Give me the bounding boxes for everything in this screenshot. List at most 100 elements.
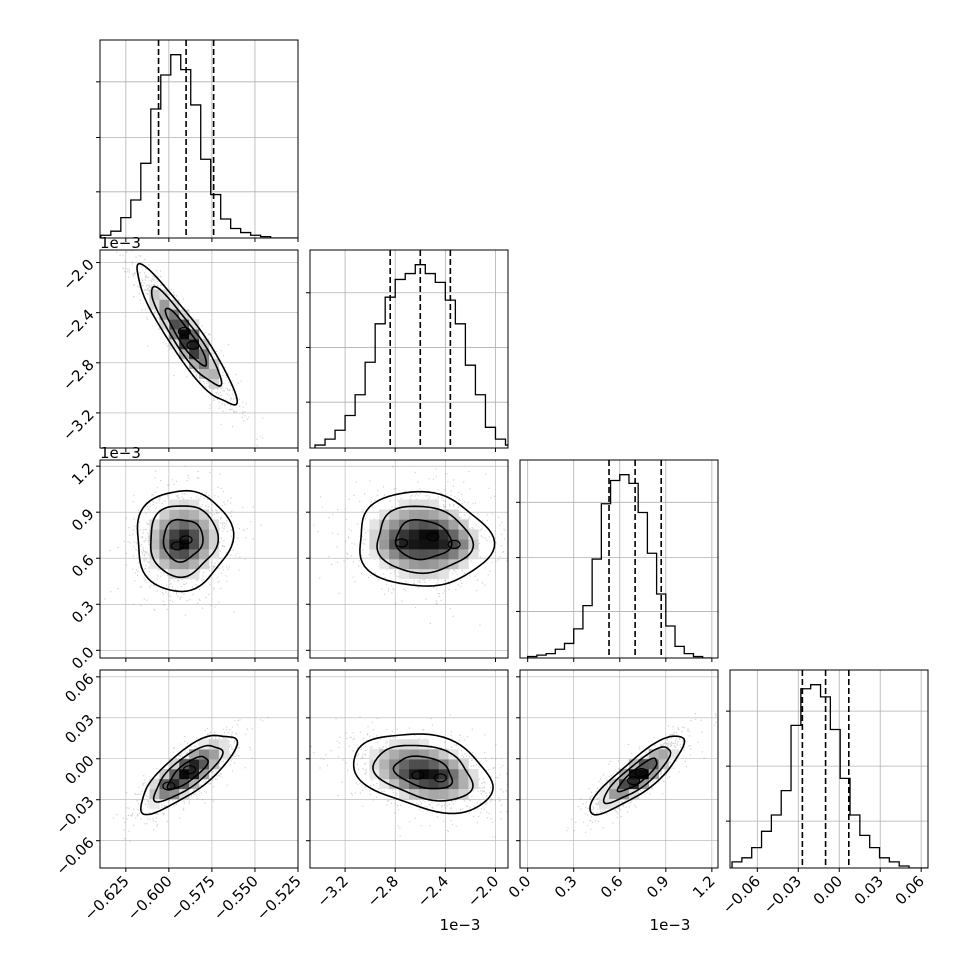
pair-1-3-density-cell [418,778,430,790]
pair-0-2-density-cell [159,559,170,570]
pair-1-2-density-cell [399,509,410,520]
ytick-label-2-1: 0.3 [68,597,98,627]
pair-0-2-density-cell [179,509,190,520]
pair-1-3-density-cell [458,759,469,770]
pair-0-2-density-cell [149,519,160,530]
pair-2-3-density-cell [668,749,679,760]
pair-0-3-density-cell [189,778,200,790]
pair-1-3-contour-2 [392,755,454,790]
pair-1-3-density-cell [399,788,410,799]
xtick-label-1-2: −2.4 [414,872,452,910]
pair-0-1-peak-contour-0 [177,326,191,337]
pair-1-2-density-cell [448,509,459,520]
pair-0-3-clip-group [100,670,298,868]
pair-0-2-density-cell [189,499,200,510]
hist-1-steps [314,264,508,448]
pair-1-3-contour-1 [372,744,474,802]
pair-0-2-clip-group [100,460,298,658]
pair-0-3-peak-contour-1 [182,765,197,775]
pair-1-2-density-cell [428,499,439,510]
pair-panel-1-3 [306,669,509,872]
pair-2-3-clip-group [520,670,718,868]
pair-0-1-density-cell [169,339,180,350]
pair-0-2-density-cell [189,559,200,570]
pair-0-1-density-cell [179,349,190,360]
xtick-label-1-1: −2.8 [364,872,402,910]
pair-0-3-peak-contour-0 [162,781,176,791]
y-offset-label-2: 1e−3 [100,444,141,462]
pair-1-2-density-cell [379,549,390,560]
xtick-label-3-0: −0.06 [719,872,764,917]
pair-1-2-density-cell [418,509,430,520]
pair-0-3-density-cell [199,739,210,750]
pair-1-3-density-cell [458,778,469,790]
pair-1-2-density-cell [428,549,439,560]
pair-1-2-density-cell [458,549,469,560]
y-offset-label-1: 1e−3 [100,234,141,252]
pair-0-2-density-cell [189,539,200,550]
pair-1-3-density-cell [458,788,469,799]
pair-1-2-density-cell [438,559,449,570]
pair-2-3-density-cell [658,749,669,760]
pair-1-2-density-cell [399,499,410,510]
pair-0-1-density-cell [189,358,200,370]
pair-1-2-peak-contour-1 [426,532,440,542]
pair-2-3-density-cell [609,798,620,809]
pair-1-2-density-cell [389,529,400,540]
pair-2-3-density-cell [599,788,610,799]
pair-1-2-density-cell [379,559,390,570]
hist-panel-3 [726,669,929,872]
pair-0-1-density-cell [189,329,200,340]
pair-2-3-density-cell [619,788,630,799]
ytick-label-2-4: 1.2 [68,459,98,489]
pair-1-3-clip-group [310,670,508,868]
xtick-label-2-2: 0.6 [597,872,627,902]
pair-0-3-density-cell [199,759,210,770]
pair-1-3-density-cell [409,739,420,750]
pair-1-2-density-cell [379,519,390,530]
hist-panel-0 [96,39,299,242]
pair-1-3-density-cell [399,739,410,750]
pair-0-2-density-cell [208,549,220,560]
hist-2-steps [527,474,712,658]
pair-0-1-density-cell [189,349,200,360]
pair-1-2-density-cell [409,559,420,570]
ytick-label-3-4: 0.06 [61,670,97,706]
pair-0-2-density-cell [179,559,190,570]
pair-1-3-frame [309,669,509,869]
pair-2-3-density-cell [628,769,640,780]
x-offset-label-2: 1e−3 [650,916,691,934]
pair-1-3-density-cell [379,759,390,770]
pair-0-2-density-cell [169,519,180,530]
pair-0-1-frame [99,249,299,449]
x-offset-label-1: 1e−3 [440,916,481,934]
ytick-label-3-2: 0.00 [61,752,97,788]
pair-1-2-contour-0 [359,490,496,587]
pair-0-2-density-cell [169,559,180,570]
pair-1-3-density-cell [438,778,449,790]
pair-1-2-density-cell [428,519,439,530]
pair-1-3-density-cell [369,759,380,770]
hist-1-frame [309,249,509,449]
pair-1-3-density-cell [399,778,410,790]
ytick-label-3-3: 0.03 [61,711,97,747]
pair-1-2-density-cell [389,539,400,550]
pair-1-2-density-cell [418,499,430,510]
pair-1-2-density-cell [428,568,439,580]
pair-0-1-density-cell [169,319,180,330]
pair-0-3-density-cell [149,798,160,809]
pair-0-2-density-cell [208,539,220,550]
pair-1-2-density-cell [369,549,380,560]
pair-0-3-density-cell [218,739,229,750]
ytick-label-3-1: −0.03 [52,793,97,838]
pair-0-1-density-cell [199,358,210,370]
pair-1-2-density-cell [389,549,400,560]
panels-layer: −0.625−0.600−0.575−0.550−0.525 −3.2 −2.8 −2… [52,39,929,934]
pair-0-2-density-cell [189,529,200,540]
pair-0-2-contour-2 [162,518,204,563]
pair-1-3-density-cell [428,778,439,790]
xtick-label-2-0: 0.0 [505,872,535,902]
pair-0-3-density-cell [208,749,220,760]
pair-0-3-density-cell [169,788,180,799]
pair-1-3-density-cell [458,769,469,780]
